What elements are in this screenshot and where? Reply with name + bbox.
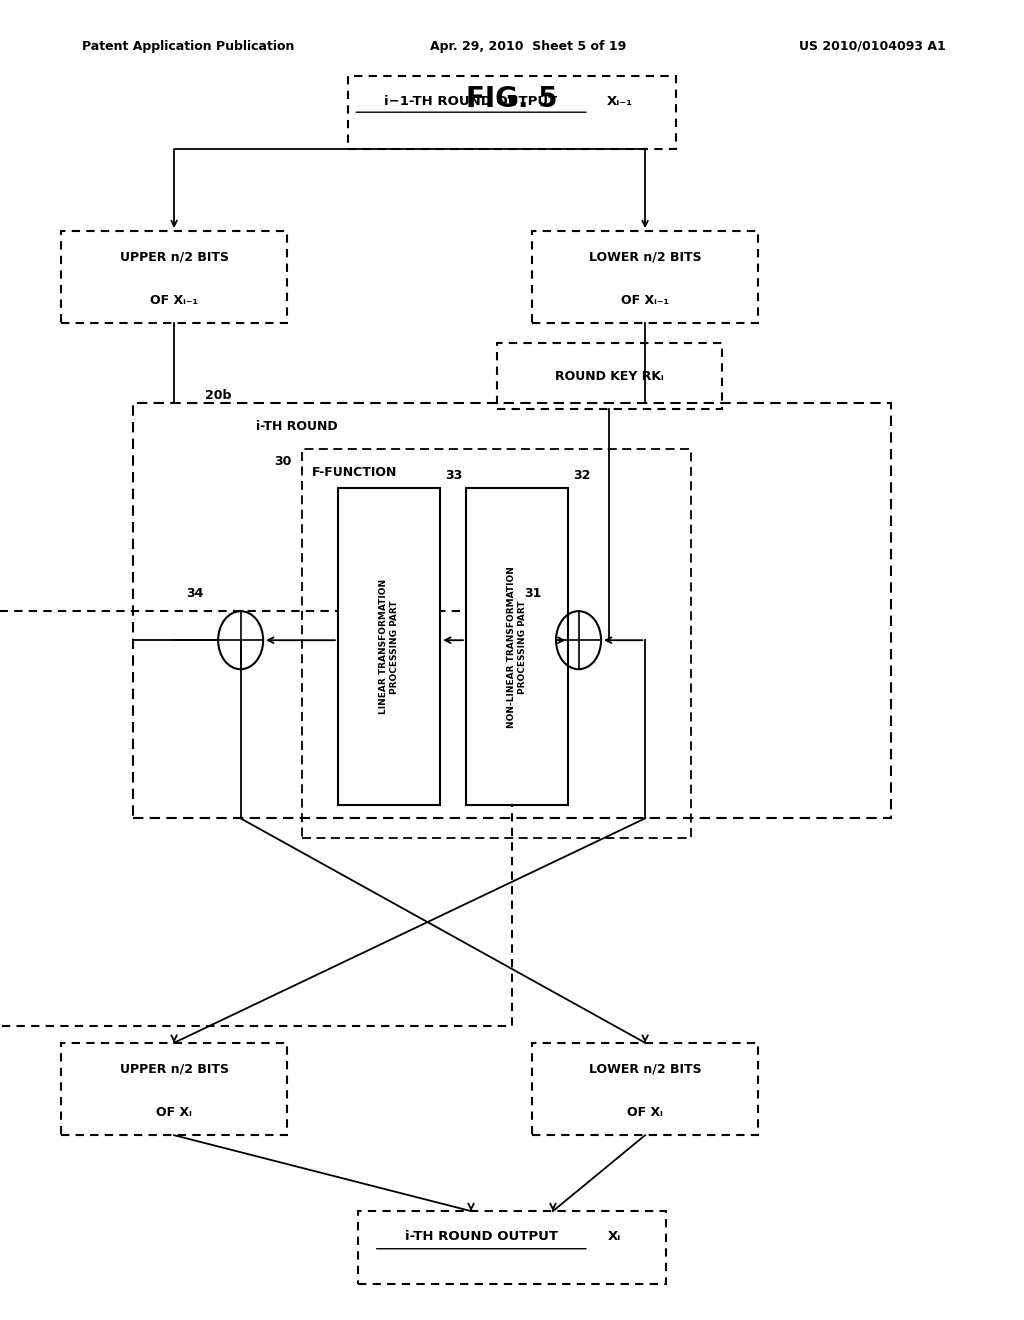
Text: Xᵢ₋₁: Xᵢ₋₁: [606, 95, 633, 108]
FancyBboxPatch shape: [61, 231, 287, 323]
Text: UPPER n/2 BITS: UPPER n/2 BITS: [120, 251, 228, 264]
Text: F-FUNCTION: F-FUNCTION: [312, 466, 397, 479]
FancyBboxPatch shape: [358, 1212, 666, 1283]
Text: OF Xᵢ₋₁: OF Xᵢ₋₁: [622, 294, 669, 308]
FancyBboxPatch shape: [61, 1043, 287, 1135]
FancyBboxPatch shape: [532, 1043, 758, 1135]
FancyBboxPatch shape: [0, 610, 512, 1027]
Text: i-TH ROUND: i-TH ROUND: [256, 420, 338, 433]
Text: 30: 30: [274, 455, 292, 469]
Text: Xᵢ: Xᵢ: [608, 1230, 621, 1243]
Text: LINEAR TRANSFORMATION
PROCESSING PART: LINEAR TRANSFORMATION PROCESSING PART: [380, 579, 398, 714]
Text: OF Xᵢ: OF Xᵢ: [156, 1106, 193, 1119]
Text: 34: 34: [186, 587, 203, 601]
Text: 31: 31: [524, 587, 541, 601]
FancyBboxPatch shape: [338, 488, 440, 805]
FancyBboxPatch shape: [532, 231, 758, 323]
Text: 33: 33: [445, 469, 463, 482]
Text: US 2010/0104093 A1: US 2010/0104093 A1: [799, 40, 945, 53]
Text: i−1-TH ROUND OUTPUT: i−1-TH ROUND OUTPUT: [384, 95, 558, 108]
Text: OF Xᵢ: OF Xᵢ: [627, 1106, 664, 1119]
Text: i-TH ROUND OUTPUT: i-TH ROUND OUTPUT: [404, 1230, 558, 1243]
Text: NON-LINEAR TRANSFORMATION
PROCESSING PART: NON-LINEAR TRANSFORMATION PROCESSING PAR…: [508, 566, 526, 727]
Text: ROUND KEY RKᵢ: ROUND KEY RKᵢ: [555, 370, 664, 383]
Text: FIG. 5: FIG. 5: [466, 84, 558, 114]
Text: UPPER n/2 BITS: UPPER n/2 BITS: [120, 1063, 228, 1076]
FancyBboxPatch shape: [497, 343, 722, 409]
Text: 32: 32: [573, 469, 591, 482]
FancyBboxPatch shape: [348, 75, 676, 149]
Text: Patent Application Publication: Patent Application Publication: [82, 40, 294, 53]
Text: LOWER n/2 BITS: LOWER n/2 BITS: [589, 251, 701, 264]
Text: LOWER n/2 BITS: LOWER n/2 BITS: [589, 1063, 701, 1076]
Text: 20b: 20b: [205, 389, 231, 403]
Text: OF Xᵢ₋₁: OF Xᵢ₋₁: [151, 294, 198, 308]
Text: Apr. 29, 2010  Sheet 5 of 19: Apr. 29, 2010 Sheet 5 of 19: [430, 40, 627, 53]
FancyBboxPatch shape: [466, 488, 568, 805]
